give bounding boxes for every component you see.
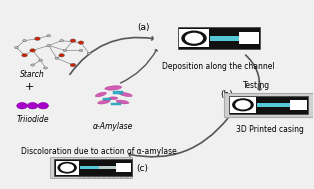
Bar [50,157,132,178]
Text: (b): (b) [220,90,233,99]
Circle shape [87,52,91,54]
Text: Deposition along the channel: Deposition along the channel [162,62,275,71]
Circle shape [38,103,48,109]
Text: Discoloration due to action of α-amylase: Discoloration due to action of α-amylase [21,147,177,156]
Bar [210,36,256,41]
Bar [178,27,260,49]
Text: 3D Printed casing: 3D Printed casing [236,125,304,134]
Circle shape [57,162,77,174]
Text: (a): (a) [137,23,149,32]
Circle shape [22,54,27,57]
Ellipse shape [95,92,106,97]
Circle shape [27,103,38,109]
Circle shape [30,49,35,52]
Circle shape [79,49,83,52]
Circle shape [235,100,251,109]
Text: +: + [25,82,34,92]
Circle shape [55,57,59,59]
Ellipse shape [98,100,110,104]
Circle shape [70,39,76,42]
Circle shape [78,41,84,44]
Circle shape [23,40,26,42]
Text: α-Amylase: α-Amylase [93,122,133,131]
Bar [116,163,131,172]
Circle shape [15,46,18,49]
Circle shape [63,49,67,52]
Circle shape [17,103,27,109]
Bar [290,100,307,110]
Bar [229,96,308,114]
Ellipse shape [119,92,132,97]
Bar [224,93,313,117]
Bar [80,166,99,170]
Text: (c): (c) [136,163,148,173]
Text: Starch: Starch [20,70,45,80]
Ellipse shape [109,97,118,100]
Bar [257,103,304,107]
Circle shape [47,35,51,37]
Circle shape [35,37,40,40]
Text: Triiodide: Triiodide [16,115,49,124]
Circle shape [232,98,254,111]
Ellipse shape [105,86,122,90]
Ellipse shape [116,100,129,104]
Text: Testing: Testing [243,81,270,90]
Bar [54,159,132,176]
Circle shape [185,33,203,44]
Circle shape [181,30,207,46]
Bar [179,29,209,47]
Circle shape [31,64,35,66]
Bar [111,103,121,105]
Circle shape [60,40,63,42]
Bar [113,91,122,94]
Circle shape [70,63,76,67]
Bar [239,32,258,44]
Bar [230,97,256,113]
Bar [56,161,79,175]
Circle shape [59,54,64,57]
Bar [103,98,111,100]
Circle shape [60,163,74,172]
Bar [99,166,128,170]
Circle shape [44,67,47,69]
Circle shape [39,59,42,61]
Circle shape [47,44,51,47]
